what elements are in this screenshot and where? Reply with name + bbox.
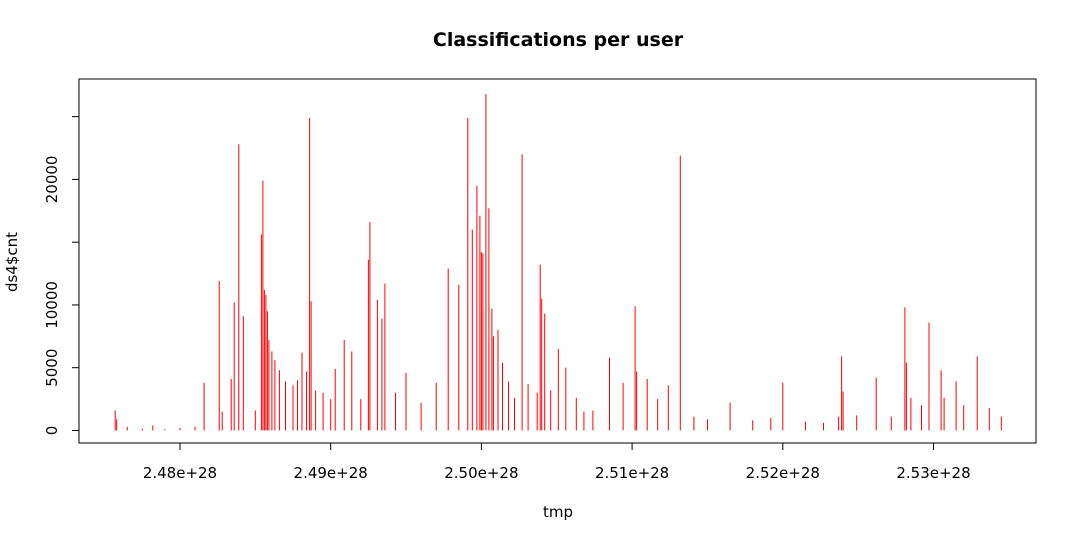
x-tick-label: 2.50e+28 [444, 464, 518, 482]
x-tick-label: 2.48e+28 [143, 464, 217, 482]
x-tick-label: 2.52e+28 [746, 464, 820, 482]
x-axis-label: tmp [543, 503, 573, 521]
y-tick-label: 10000 [43, 281, 61, 329]
bars-group [114, 94, 1002, 431]
y-axis: 0 5000 10000 20000 [43, 116, 80, 436]
y-tick-label: 20000 [43, 156, 61, 204]
x-axis: 2.48e+28 2.49e+28 2.50e+28 2.51e+28 2.52e+28… [143, 442, 971, 482]
x-tick-label: 2.49e+28 [294, 464, 368, 482]
x-tick-label: 2.53e+28 [896, 464, 970, 482]
x-tick-label: 2.51e+28 [595, 464, 669, 482]
chart-title: Classifications per user [433, 29, 684, 51]
y-axis-label: ds4$cnt [3, 232, 21, 292]
plot-frame [78, 78, 1037, 444]
y-tick-label: 5000 [43, 349, 61, 387]
y-tick-label: 0 [43, 426, 61, 436]
